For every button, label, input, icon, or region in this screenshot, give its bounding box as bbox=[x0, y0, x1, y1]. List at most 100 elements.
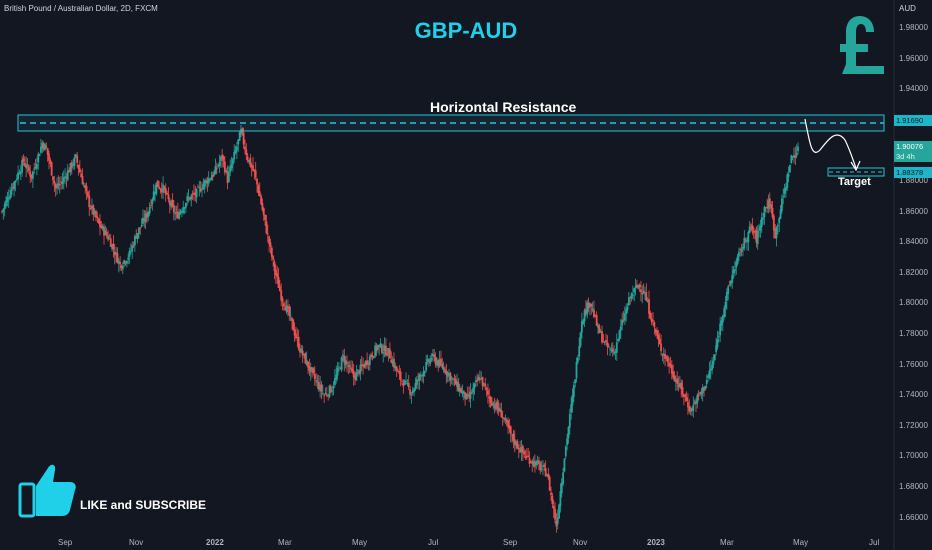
candle-body bbox=[368, 356, 371, 366]
candle-body bbox=[648, 299, 650, 314]
candle-body bbox=[721, 315, 724, 323]
candle-body bbox=[470, 393, 473, 395]
candle-body bbox=[617, 338, 620, 342]
candle-body bbox=[445, 370, 448, 375]
candle-body bbox=[731, 274, 734, 283]
candle-body bbox=[197, 186, 199, 188]
candle-body bbox=[756, 230, 759, 245]
y-tick-label: 1.80000 bbox=[899, 298, 928, 308]
candle-body bbox=[25, 164, 28, 169]
candle-body bbox=[727, 286, 730, 294]
candle-body bbox=[599, 331, 602, 333]
candle-body bbox=[693, 402, 696, 405]
candle-body bbox=[423, 371, 426, 373]
candle-body bbox=[794, 155, 797, 158]
candle-body bbox=[669, 364, 672, 367]
candle-body bbox=[434, 357, 437, 365]
candle-body bbox=[391, 360, 394, 365]
candle-body bbox=[97, 218, 100, 223]
candle-body bbox=[249, 157, 252, 167]
candle-body bbox=[598, 325, 601, 334]
candle-body bbox=[317, 382, 320, 390]
candle-body bbox=[398, 370, 401, 374]
candle-body bbox=[662, 354, 665, 357]
candle-body bbox=[444, 369, 446, 373]
candle-body bbox=[534, 461, 536, 467]
candle-body bbox=[301, 350, 304, 356]
candle-body bbox=[230, 164, 233, 169]
candle-body bbox=[332, 386, 335, 389]
candle-body bbox=[791, 156, 794, 158]
candle-body bbox=[431, 353, 434, 357]
candle-body bbox=[747, 231, 750, 243]
candle-body bbox=[644, 294, 646, 296]
candle-body bbox=[108, 238, 111, 240]
candle-body bbox=[374, 345, 377, 357]
candle-body bbox=[614, 351, 617, 353]
candle-body bbox=[740, 249, 743, 252]
candle-body bbox=[597, 324, 599, 328]
candle-body bbox=[316, 381, 319, 383]
candle-body bbox=[206, 180, 209, 184]
candle-body bbox=[183, 207, 186, 209]
candle-body bbox=[214, 166, 217, 174]
candle-body bbox=[619, 326, 622, 331]
candle-body bbox=[484, 383, 487, 387]
candle-body bbox=[170, 202, 173, 208]
candle-body bbox=[366, 360, 369, 365]
candle-body bbox=[46, 148, 49, 155]
candle-body bbox=[257, 185, 260, 194]
candle-body bbox=[362, 364, 364, 366]
current-price-label: 1.90076 bbox=[894, 141, 932, 152]
candle-body bbox=[292, 319, 295, 331]
candle-body bbox=[335, 374, 338, 380]
candle-body bbox=[602, 341, 605, 343]
candle-body bbox=[76, 155, 79, 163]
candle-body bbox=[276, 273, 279, 277]
candle-body bbox=[472, 387, 475, 393]
candle-body bbox=[564, 446, 567, 457]
candle-body bbox=[389, 349, 391, 359]
candle-body bbox=[147, 211, 150, 218]
candle-body bbox=[560, 482, 563, 494]
candle-body bbox=[474, 380, 477, 382]
candle-body bbox=[427, 360, 430, 363]
candle-body bbox=[217, 165, 220, 167]
candle-body bbox=[354, 375, 356, 380]
candle-body bbox=[272, 256, 275, 260]
candle-body bbox=[582, 319, 585, 324]
candle-body bbox=[660, 343, 662, 352]
candle-body bbox=[81, 176, 84, 185]
candle-body bbox=[595, 315, 598, 326]
candle-body bbox=[684, 394, 687, 397]
candle-body bbox=[282, 303, 285, 307]
candle-body bbox=[407, 383, 410, 388]
candle-body bbox=[254, 170, 257, 178]
candle-body bbox=[554, 508, 556, 520]
candle-body bbox=[202, 184, 205, 190]
candle-body bbox=[469, 391, 472, 399]
candle-body bbox=[411, 390, 414, 394]
candle-body bbox=[321, 392, 324, 394]
candle-body bbox=[531, 461, 534, 464]
candle-body bbox=[291, 317, 293, 321]
candle-body bbox=[62, 177, 65, 183]
candle-body bbox=[101, 226, 104, 229]
candle-body bbox=[456, 381, 458, 387]
candle-body bbox=[329, 387, 332, 393]
candle-body bbox=[112, 243, 115, 250]
candle-body bbox=[111, 244, 113, 249]
pound-sign-icon bbox=[840, 16, 884, 74]
candle-body bbox=[606, 342, 609, 347]
candle-body bbox=[567, 427, 570, 439]
candle-body bbox=[262, 207, 265, 216]
candle-body bbox=[229, 166, 232, 173]
candle-body bbox=[350, 367, 352, 370]
candle-body bbox=[397, 371, 399, 373]
candle-body bbox=[42, 143, 45, 149]
candle-body bbox=[580, 321, 583, 333]
candle-body bbox=[49, 160, 52, 164]
candle-body bbox=[623, 313, 626, 321]
candle-body bbox=[448, 373, 450, 375]
